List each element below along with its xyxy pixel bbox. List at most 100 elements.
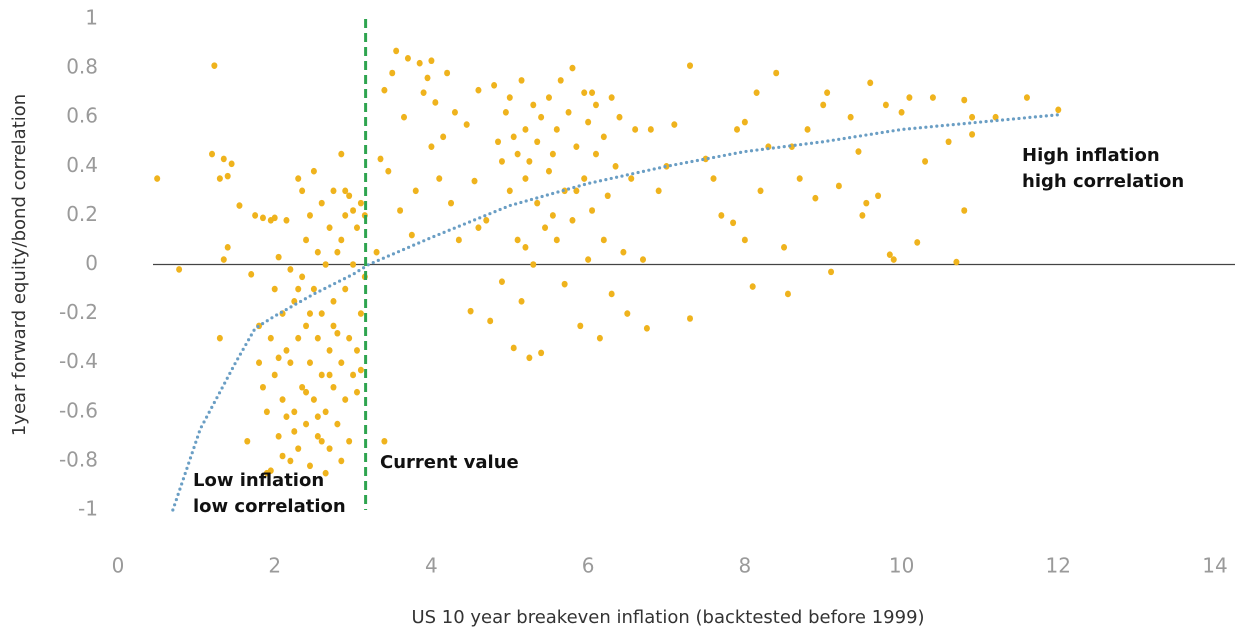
scatter-point bbox=[314, 433, 321, 440]
scatter-point bbox=[589, 89, 596, 96]
scatter-point bbox=[420, 89, 427, 96]
scatter-point bbox=[428, 143, 435, 150]
scatter-point bbox=[859, 212, 866, 219]
y-axis-title: 1year forward equity/bond correlation bbox=[9, 94, 30, 436]
y-tick-label: 1 bbox=[85, 6, 98, 30]
scatter-point bbox=[1055, 106, 1062, 114]
y-tick-label: 0.2 bbox=[66, 202, 98, 226]
scatter-point bbox=[236, 202, 243, 209]
scatter-point bbox=[581, 89, 588, 96]
scatter-point bbox=[687, 315, 694, 322]
scatter-point bbox=[890, 256, 897, 263]
scatter-point bbox=[436, 175, 443, 182]
scatter-point bbox=[835, 182, 842, 190]
scatter-point bbox=[882, 101, 889, 109]
scatter-point bbox=[510, 344, 517, 352]
y-tick-label: -0.4 bbox=[59, 349, 98, 373]
scatter-point bbox=[310, 396, 317, 403]
scatter-point bbox=[275, 433, 282, 440]
scatter-point bbox=[510, 133, 517, 141]
scatter-point bbox=[498, 278, 505, 285]
scatter-point bbox=[608, 290, 615, 298]
scatter-point bbox=[334, 248, 341, 256]
scatter-point bbox=[259, 214, 266, 222]
scatter-point bbox=[279, 452, 286, 460]
x-tick-label: 0 bbox=[112, 554, 125, 578]
y-tick-label: -1 bbox=[78, 497, 98, 521]
scatter-point bbox=[303, 388, 310, 396]
scatter-point bbox=[216, 334, 223, 342]
scatter-point bbox=[608, 94, 615, 101]
scatter-point bbox=[357, 366, 364, 374]
annotation: high correlation bbox=[1022, 171, 1184, 192]
scatter-point bbox=[671, 121, 678, 128]
x-tick-label: 6 bbox=[582, 554, 595, 578]
scatter-point bbox=[506, 94, 513, 101]
scatter-point bbox=[522, 126, 529, 133]
scatter-point bbox=[655, 187, 662, 195]
scatter-point bbox=[589, 207, 596, 214]
scatter-point bbox=[863, 199, 870, 207]
y-tick-label: 0.6 bbox=[66, 104, 98, 128]
scatter-point bbox=[573, 187, 580, 195]
scatter-point bbox=[299, 383, 306, 391]
scatter-point bbox=[518, 298, 525, 305]
scatter-point bbox=[526, 158, 533, 165]
scatter-point bbox=[373, 248, 380, 256]
scatter-point bbox=[209, 150, 216, 158]
scatter-point bbox=[432, 99, 439, 106]
scatter-point bbox=[389, 69, 396, 77]
annotation: low correlation bbox=[193, 496, 346, 517]
scatter-point bbox=[875, 192, 882, 200]
scatter-point bbox=[961, 207, 968, 214]
scatter-point bbox=[310, 167, 317, 175]
y-tick-label: -0.8 bbox=[59, 447, 98, 471]
scatter-point bbox=[467, 307, 474, 315]
scatter-point bbox=[553, 236, 560, 244]
scatter-point bbox=[353, 224, 360, 231]
scatter-point bbox=[749, 283, 756, 290]
scatter-point bbox=[228, 160, 235, 168]
scatter-point bbox=[342, 396, 349, 403]
scatter-point bbox=[154, 175, 161, 182]
scatter-point bbox=[322, 408, 329, 416]
scatter-point bbox=[491, 81, 498, 89]
scatter-point bbox=[271, 214, 278, 222]
scatter-point bbox=[295, 445, 302, 452]
scatter-point bbox=[440, 133, 447, 141]
scatter-point bbox=[616, 113, 623, 121]
scatter-point bbox=[471, 177, 478, 185]
scatter-point bbox=[451, 108, 458, 116]
scatter-point bbox=[318, 310, 325, 317]
scatter-point bbox=[338, 150, 345, 158]
scatter-point bbox=[906, 94, 913, 101]
scatter-point bbox=[283, 413, 290, 421]
scatter-point bbox=[224, 172, 231, 180]
scatter-point bbox=[600, 133, 607, 141]
scatter-point bbox=[338, 359, 345, 367]
scatter-point bbox=[812, 194, 819, 202]
scatter-point bbox=[275, 354, 282, 362]
scatter-point bbox=[330, 322, 337, 330]
scatter-point bbox=[734, 126, 741, 133]
scatter-point bbox=[346, 437, 353, 445]
scatter-point bbox=[753, 89, 760, 96]
scatter-point bbox=[357, 310, 364, 317]
x-tick-label: 2 bbox=[268, 554, 281, 578]
reference-label: Current value bbox=[380, 452, 519, 473]
scatter-point bbox=[220, 155, 227, 163]
scatter-point bbox=[600, 236, 607, 244]
scatter-point bbox=[350, 371, 357, 379]
scatter-point bbox=[522, 175, 529, 182]
scatter-point bbox=[346, 192, 353, 200]
scatter-point bbox=[549, 150, 556, 158]
scatter-point bbox=[428, 57, 435, 65]
x-axis-title: US 10 year breakeven inflation (backtest… bbox=[411, 607, 924, 628]
scatter-point bbox=[346, 334, 353, 342]
scatter-point bbox=[639, 256, 646, 263]
scatter-point bbox=[784, 290, 791, 298]
scatter-point bbox=[267, 467, 274, 475]
scatter-point bbox=[573, 143, 580, 150]
scatter-point bbox=[647, 126, 654, 133]
scatter-point bbox=[424, 74, 431, 82]
